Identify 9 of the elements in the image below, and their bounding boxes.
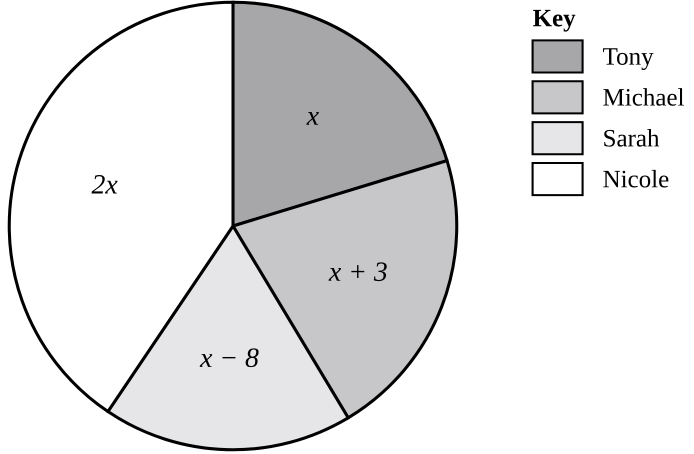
legend-label: Nicole: [603, 170, 668, 188]
text: 2x: [92, 175, 118, 194]
text: x: [306, 112, 319, 125]
legend-label: Tony: [603, 48, 654, 70]
text: x + 3: [328, 262, 387, 282]
text: x − 8: [200, 348, 259, 368]
legend-label: Sarah: [604, 129, 660, 147]
legend-label: Michael: [603, 88, 684, 106]
legend-title: Key: [533, 10, 576, 32]
